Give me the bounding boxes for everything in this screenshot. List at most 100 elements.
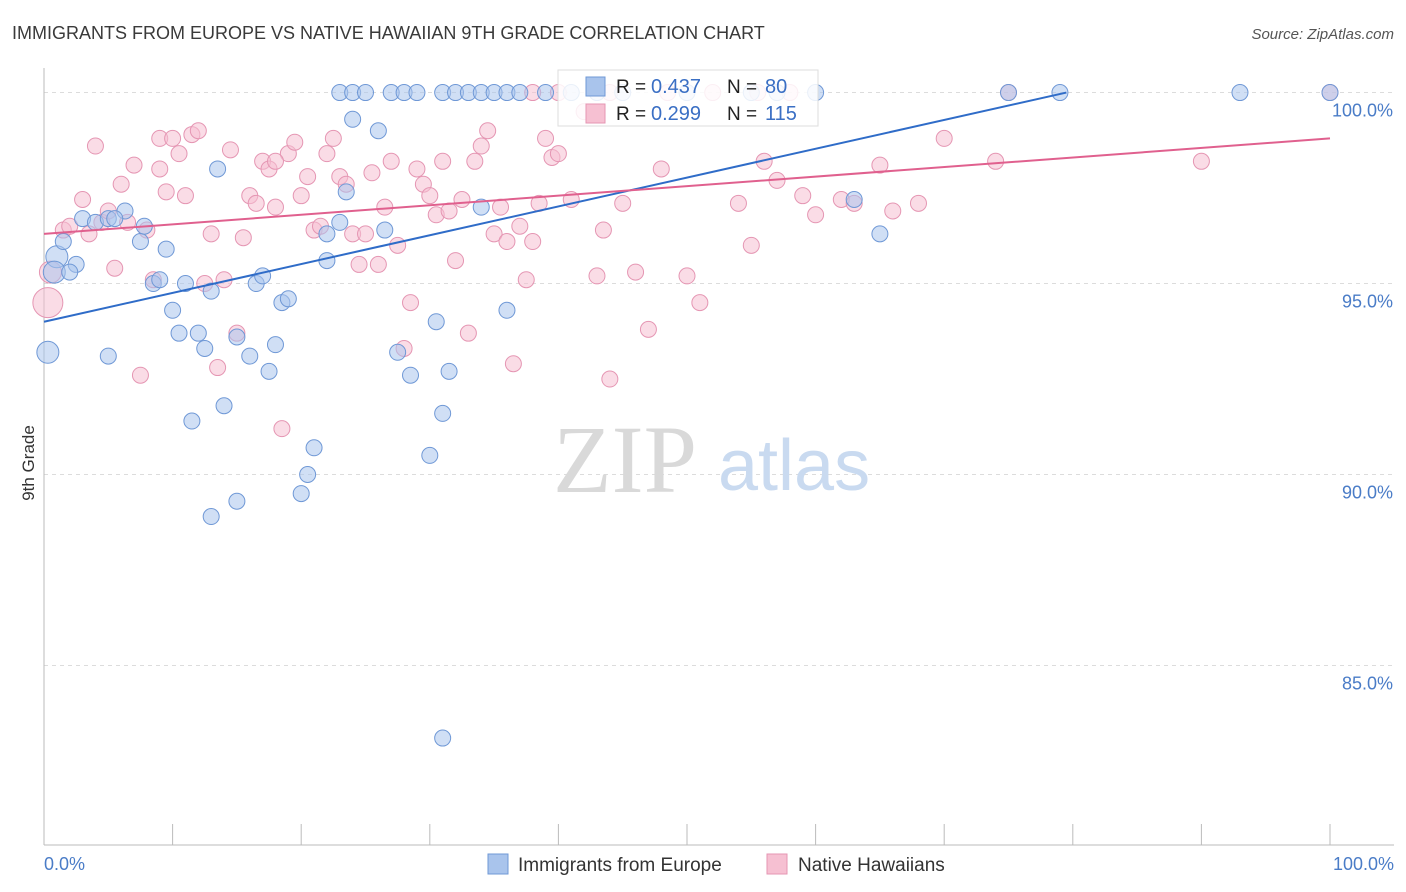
immigrants-europe-point [157, 240, 175, 258]
immigrants-europe-point [537, 84, 555, 102]
native-hawaiians-point [466, 152, 484, 170]
trend-lines [43, 91, 1331, 323]
immigrants-europe-point [421, 446, 439, 464]
native-hawaiians-point [935, 129, 953, 147]
immigrants-europe-point [241, 347, 259, 365]
immigrants-europe-point [228, 492, 246, 510]
native-hawaiians-point [376, 198, 394, 216]
y-tick-labels: 85.0% 90.0% 95.0% 100.0% [1332, 101, 1393, 694]
y-tick-label: 100.0% [1332, 101, 1393, 121]
chart-title: IMMIGRANTS FROM EUROPE VS NATIVE HAWAIIA… [12, 23, 765, 43]
bottom-legend-label-blue: Immigrants from Europe [518, 855, 722, 876]
immigrants-europe-point [61, 263, 79, 281]
immigrants-europe-point [1231, 84, 1249, 102]
immigrants-europe-point [228, 328, 246, 346]
native-hawaiians-point [987, 152, 1005, 170]
immigrants-europe-point [202, 508, 220, 526]
native-hawaiians-point [472, 137, 490, 155]
x-tick-label-min: 0.0% [44, 854, 85, 874]
native-hawaiians-point [884, 202, 902, 220]
native-hawaiians-point [652, 160, 670, 178]
immigrants-europe-point [369, 122, 387, 140]
native-hawaiians-point [742, 236, 760, 254]
immigrants-europe-point [183, 412, 201, 430]
native-hawaiians-point [517, 271, 535, 289]
native-hawaiians-point [909, 194, 927, 212]
immigrants-europe-point [215, 397, 233, 415]
native-hawaiians-point [459, 324, 477, 342]
native-hawaiians-trend-line [43, 137, 1331, 235]
native-hawaiians-point [170, 145, 188, 163]
immigrants-europe-point [357, 84, 374, 102]
native-hawaiians-point [363, 164, 381, 182]
native-hawaiians-point [453, 191, 471, 209]
legend-r-label-blue: R = [616, 77, 646, 98]
native-hawaiians-point [32, 287, 64, 319]
immigrants-europe-point [54, 233, 72, 251]
native-hawaiians-point [357, 225, 374, 243]
immigrants-europe-point [337, 183, 355, 201]
native-hawaiians-point [537, 129, 555, 147]
y-tick-label: 90.0% [1342, 483, 1393, 503]
native-hawaiians-point [729, 194, 747, 212]
chart-source: Source: ZipAtlas.com [1251, 26, 1394, 43]
native-hawaiians-point [61, 217, 79, 235]
native-hawaiians-point [157, 183, 175, 201]
native-hawaiians-point [164, 129, 182, 147]
native-hawaiians-point [440, 202, 458, 220]
y-axis-label: 9th Grade [19, 425, 38, 501]
immigrants-europe-point [131, 233, 149, 251]
native-hawaiians-point [524, 233, 542, 251]
native-hawaiians-point [266, 152, 284, 170]
immigrants-europe-point [292, 485, 310, 503]
legend-n-label-pink: N = [727, 104, 757, 125]
bottom-legend-label-pink: Native Hawaiians [798, 855, 945, 876]
y-tick-label: 85.0% [1342, 673, 1393, 693]
native-hawaiians-point [691, 294, 709, 312]
native-hawaiians-point [549, 145, 567, 163]
native-hawaiians-point [588, 267, 606, 285]
axes [43, 68, 1394, 846]
immigrants-europe-point [318, 252, 336, 270]
native-hawaiians-point [131, 366, 149, 384]
immigrants-europe-point [106, 210, 124, 228]
native-hawaiians-point [189, 122, 207, 140]
immigrants-europe-point [434, 404, 452, 422]
bottom-legend: Immigrants from Europe Native Hawaiians [487, 853, 945, 876]
immigrants-europe-point [305, 439, 323, 457]
immigrants-europe-point [434, 729, 452, 747]
immigrants-europe-point [266, 336, 284, 354]
immigrants-europe-point [389, 343, 407, 361]
native-hawaiians-point [286, 133, 304, 151]
native-hawaiians-point [614, 194, 632, 212]
immigrants-europe-point [1000, 84, 1017, 102]
native-hawaiians-point [318, 145, 336, 163]
immigrants-europe-point [472, 198, 490, 216]
native-hawaiians-point [112, 175, 130, 193]
native-hawaiians-point [678, 267, 696, 285]
grid-lines [44, 92, 1394, 666]
native-hawaiians-point [479, 122, 497, 140]
native-hawaiians-point [807, 206, 825, 224]
immigrants-europe-point [511, 84, 529, 102]
native-hawaiians-point [151, 160, 169, 178]
immigrants-europe-point [376, 221, 394, 239]
native-hawaiians-point [74, 191, 92, 209]
native-hawaiians-point [794, 187, 812, 205]
native-hawaiians-point [176, 187, 194, 205]
immigrants-europe-point [1321, 84, 1339, 102]
immigrants-europe-point [408, 84, 426, 102]
native-hawaiians-point [511, 217, 529, 235]
native-hawaiians-point [447, 252, 465, 270]
native-hawaiians-point [266, 198, 284, 216]
immigrants-europe-point [427, 313, 445, 331]
x-tick-label-max: 100.0% [1333, 854, 1394, 874]
bottom-legend-swatch-blue [487, 853, 509, 875]
native-hawaiians-point [639, 320, 657, 338]
immigrants-europe-point [440, 362, 458, 380]
native-hawaiians-point [594, 221, 612, 239]
native-hawaiians-point [221, 141, 239, 159]
native-hawaiians-point [234, 229, 252, 247]
immigrants-europe-point [402, 366, 420, 384]
immigrants-europe-point [99, 347, 117, 365]
